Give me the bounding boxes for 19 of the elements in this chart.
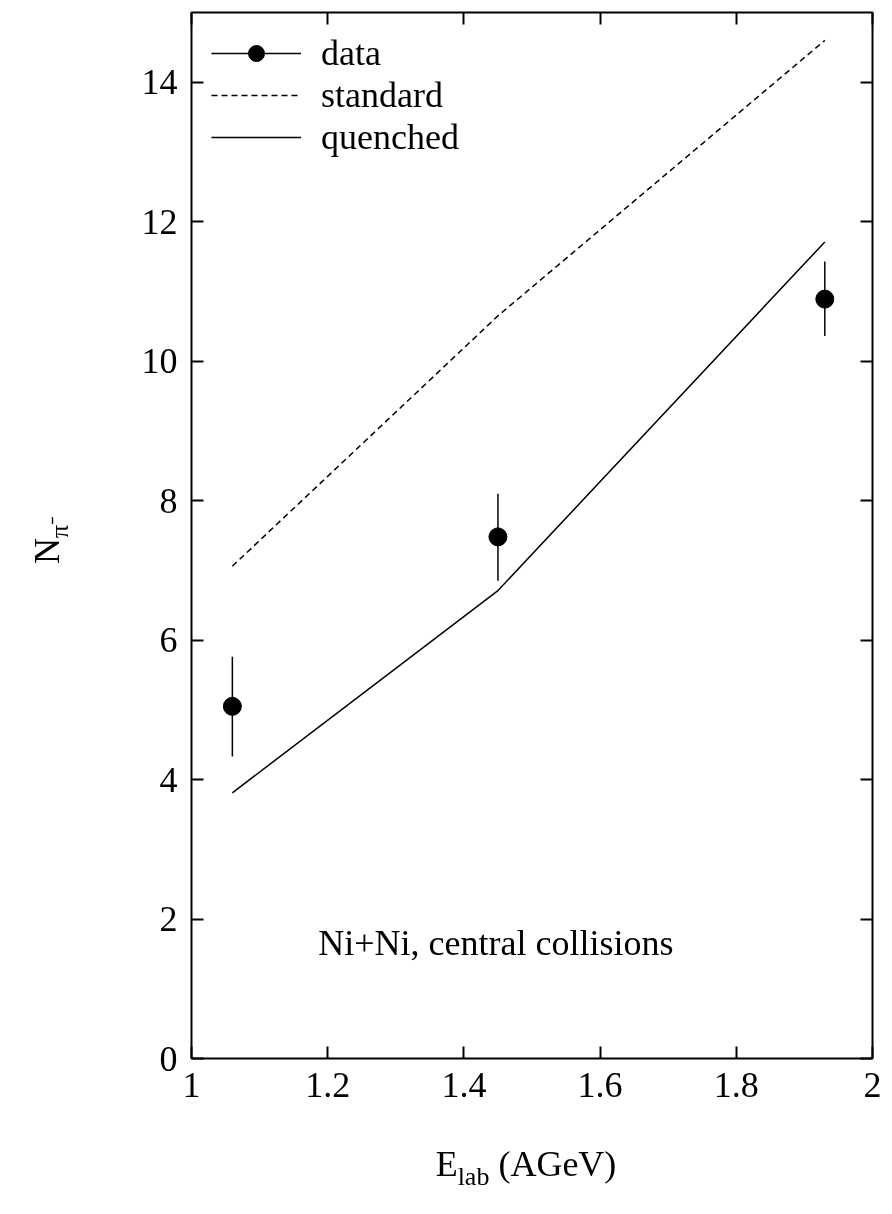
y-tick-label: 6 — [159, 620, 178, 661]
x-tick-label: 1.6 — [577, 1064, 623, 1105]
legend-label: quenched — [321, 116, 459, 158]
x-tick-label: 1.4 — [441, 1064, 487, 1105]
y-tick-label: 8 — [159, 480, 178, 521]
y-tick-label: 14 — [141, 62, 178, 103]
annotation: Ni+Ni, central collisions — [318, 923, 674, 964]
x-tick-label: 1 — [182, 1064, 201, 1105]
x-tick-label: 2 — [863, 1064, 882, 1105]
legend-label: data — [321, 32, 381, 74]
y-tick-label: 10 — [141, 341, 178, 382]
legend-label: standard — [321, 74, 443, 116]
x-axis-title: E$_{lab}$ (AGeV) — [435, 1143, 617, 1193]
y-tick-label: 4 — [159, 759, 178, 800]
y-tick-label: 0 — [159, 1038, 178, 1079]
y-tick-label: 2 — [159, 899, 178, 940]
x-tick-label: 1.8 — [713, 1064, 759, 1105]
x-tick-label: 1.2 — [305, 1064, 351, 1105]
y-tick-label: 12 — [141, 201, 178, 242]
